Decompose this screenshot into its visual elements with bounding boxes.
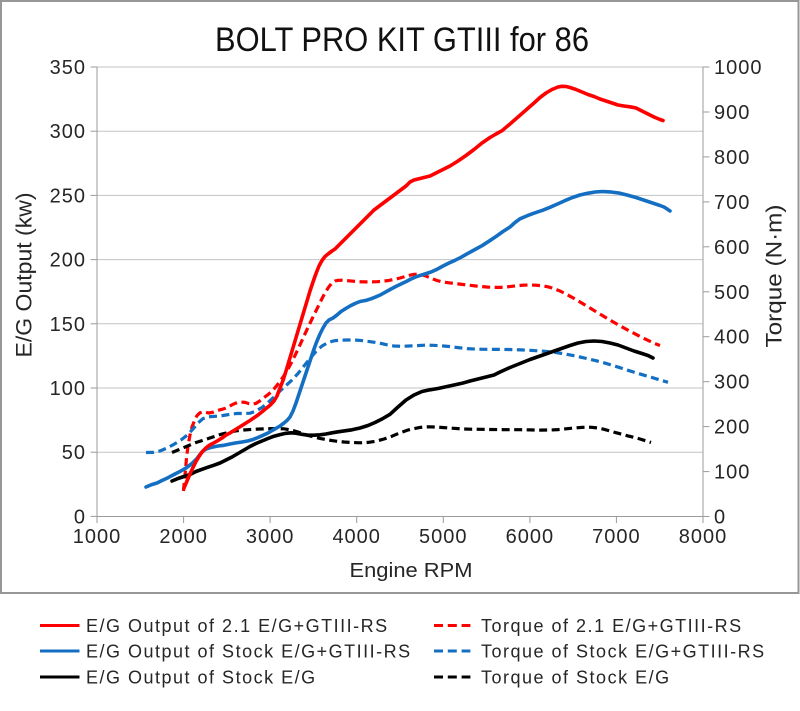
- svg-text:6000: 6000: [506, 526, 555, 548]
- svg-text:0: 0: [714, 507, 726, 529]
- svg-text:BOLT PRO KIT GTIII for 86: BOLT PRO KIT GTIII for 86: [215, 21, 589, 59]
- svg-text:E/G Output of 2.1 E/G+GTIII-RS: E/G Output of 2.1 E/G+GTIII-RS: [86, 616, 389, 636]
- svg-text:Torque (N·m): Torque (N·m): [762, 205, 787, 348]
- svg-text:100: 100: [714, 462, 750, 484]
- svg-text:350: 350: [50, 57, 86, 79]
- svg-text:8000: 8000: [679, 526, 728, 548]
- svg-text:900: 900: [714, 102, 750, 124]
- svg-text:200: 200: [50, 250, 86, 272]
- svg-text:0: 0: [74, 506, 86, 528]
- svg-text:1000: 1000: [714, 57, 763, 79]
- svg-text:300: 300: [714, 372, 750, 394]
- svg-text:Engine RPM: Engine RPM: [350, 560, 473, 582]
- svg-text:5000: 5000: [419, 526, 468, 548]
- svg-text:200: 200: [714, 417, 750, 439]
- svg-text:2000: 2000: [159, 526, 208, 548]
- svg-text:3000: 3000: [246, 526, 295, 548]
- svg-text:4000: 4000: [332, 526, 381, 548]
- svg-text:E/G Output of Stock E/G: E/G Output of Stock E/G: [86, 668, 317, 688]
- svg-text:600: 600: [714, 237, 750, 259]
- svg-text:700: 700: [714, 192, 750, 214]
- svg-text:Torque of 2.1 E/G+GTIII-RS: Torque of 2.1 E/G+GTIII-RS: [481, 616, 743, 636]
- svg-text:150: 150: [50, 314, 86, 336]
- svg-text:500: 500: [714, 282, 750, 304]
- svg-text:Torque of Stock E/G: Torque of Stock E/G: [481, 668, 671, 688]
- svg-text:7000: 7000: [592, 526, 641, 548]
- svg-text:E/G Output (kw): E/G Output (kw): [12, 193, 37, 358]
- svg-text:Torque of Stock E/G+GTIII-RS: Torque of Stock E/G+GTIII-RS: [481, 642, 766, 662]
- svg-text:100: 100: [50, 378, 86, 400]
- svg-text:250: 250: [50, 185, 86, 207]
- svg-text:400: 400: [714, 327, 750, 349]
- svg-text:300: 300: [50, 121, 86, 143]
- svg-text:E/G Output of Stock E/G+GTIII-: E/G Output of Stock E/G+GTIII-RS: [86, 642, 412, 662]
- svg-text:1000: 1000: [73, 526, 122, 548]
- svg-text:800: 800: [714, 147, 750, 169]
- svg-text:50: 50: [62, 442, 86, 464]
